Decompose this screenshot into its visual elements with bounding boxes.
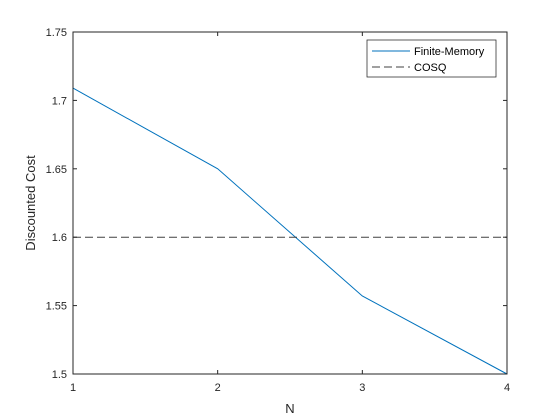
legend-finite-memory-label: Finite-Memory	[414, 46, 485, 58]
legend-cosq-label: COSQ	[414, 62, 447, 74]
y-tick-label: 1.7	[52, 95, 67, 107]
y-tick-label: 1.55	[46, 301, 67, 313]
x-tick-label: 1	[70, 382, 76, 394]
x-tick-label: 2	[215, 382, 221, 394]
y-tick-label: 1.75	[46, 27, 67, 39]
plot-area	[73, 32, 507, 374]
x-tick-label: 4	[504, 382, 510, 394]
y-axis-title: Discounted Cost	[23, 155, 38, 251]
legend: Finite-Memory COSQ	[366, 39, 497, 78]
x-tick-label: 3	[359, 382, 365, 394]
plot-frame	[72, 31, 508, 375]
series-layer	[72, 87, 508, 375]
legend-box	[366, 39, 497, 78]
series-line-finite-memory	[72, 87, 508, 375]
x-axis-title: N	[285, 401, 294, 416]
y-tick-label: 1.6	[52, 232, 67, 244]
y-tick-label: 1.65	[46, 164, 67, 176]
y-tick-label: 1.5	[52, 369, 67, 381]
